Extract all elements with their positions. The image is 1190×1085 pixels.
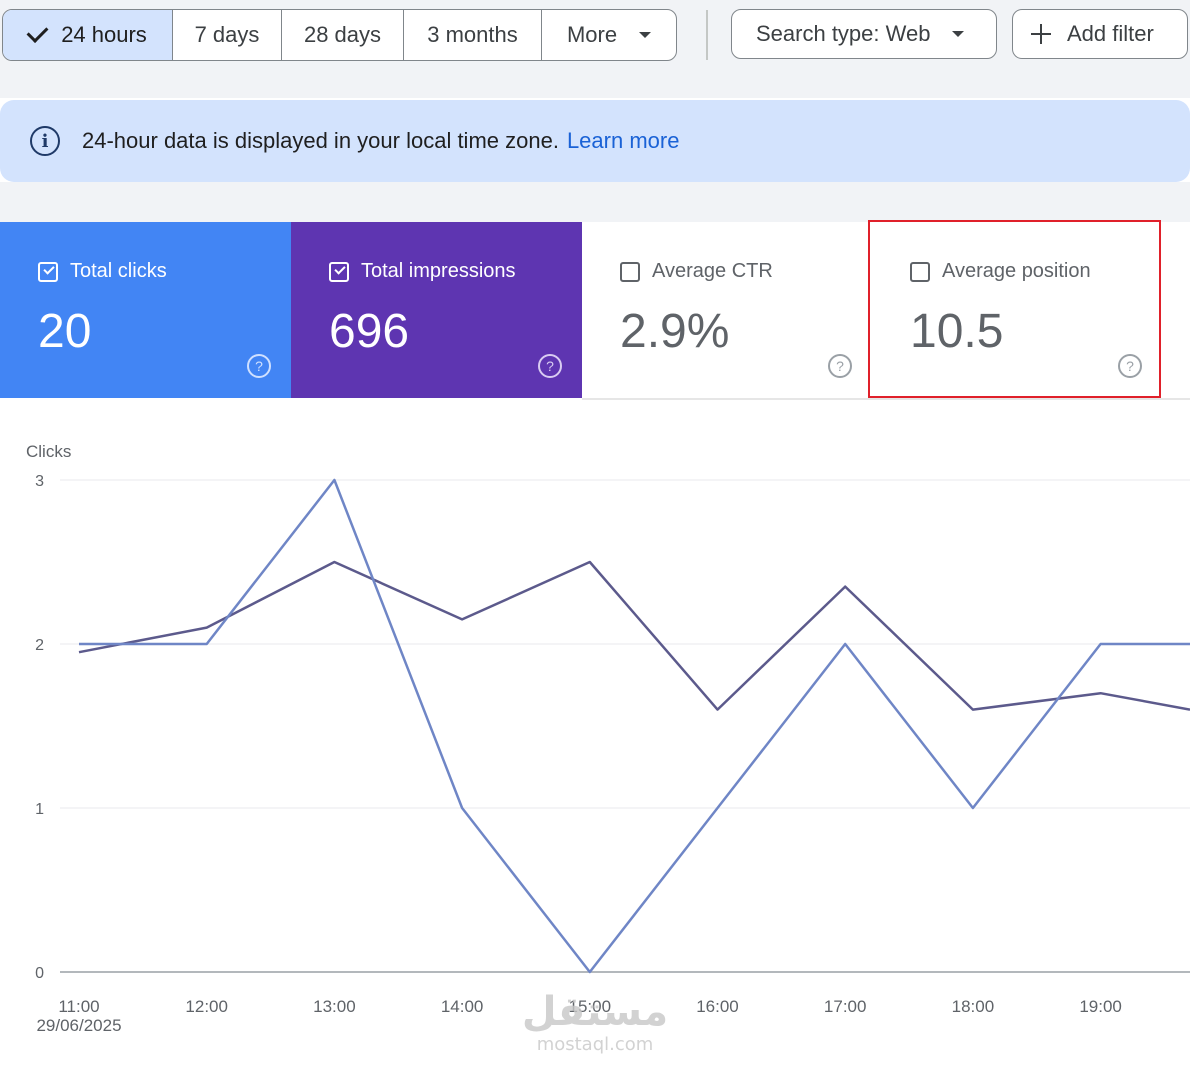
range-3-months[interactable]: 3 months bbox=[404, 10, 542, 60]
info-icon: i bbox=[30, 126, 60, 156]
banner-message: 24-hour data is displayed in your local … bbox=[82, 128, 559, 153]
search-type-label: Search type: Web bbox=[756, 21, 931, 46]
x-tick-label: 11:00 bbox=[58, 997, 99, 1016]
y-axis-label: Clicks bbox=[26, 442, 71, 461]
clicks-chart: Clicks 0 1 2 3 11:00 12:00 13:00 14:00 15:00 16:… bbox=[0, 400, 1190, 1080]
toolbar-divider bbox=[706, 10, 708, 60]
x-first-date-label: 29/06/2025 bbox=[36, 1016, 121, 1035]
timezone-info-banner: i 24-hour data is displayed in your loca… bbox=[0, 100, 1190, 182]
check-icon bbox=[26, 21, 49, 43]
add-filter-label: Add filter bbox=[1067, 21, 1154, 46]
watermark-latin: mostaql.com bbox=[536, 1034, 654, 1055]
metric-value: 696 bbox=[329, 305, 410, 358]
x-tick-label: 13:00 bbox=[313, 997, 356, 1016]
metric-label: Total impressions bbox=[361, 260, 516, 282]
range-label: 7 days bbox=[194, 22, 260, 47]
range-label: 28 days bbox=[303, 22, 382, 47]
checkbox-unchecked-icon[interactable] bbox=[620, 261, 640, 282]
learn-more-link[interactable]: Learn more bbox=[566, 128, 680, 153]
x-tick-label: 17:00 bbox=[824, 997, 867, 1016]
help-icon[interactable]: ? bbox=[828, 354, 852, 378]
metric-label-row: Total clicks bbox=[38, 260, 167, 283]
search-type-dropdown[interactable]: Search type: Web bbox=[731, 9, 997, 59]
range-7-days[interactable]: 7 days bbox=[173, 10, 282, 60]
x-tick-label: 15:00 bbox=[569, 997, 612, 1016]
more-dropdown[interactable]: More bbox=[542, 10, 676, 60]
metric-card-total-clicks[interactable]: Total clicks 20 ? bbox=[0, 222, 291, 398]
range-28-days[interactable]: 28 days bbox=[282, 10, 404, 60]
more-label: More bbox=[566, 22, 618, 47]
x-tick-label: 19:00 bbox=[1079, 997, 1122, 1016]
clicks-series-line bbox=[79, 478, 1190, 974]
help-icon[interactable]: ? bbox=[247, 354, 271, 378]
add-filter-button[interactable]: Add filter bbox=[1012, 9, 1188, 59]
metric-label: Average CTR bbox=[652, 260, 773, 282]
x-tick-label: 18:00 bbox=[952, 997, 995, 1016]
metric-label-row: Total impressions bbox=[329, 260, 516, 283]
impressions-series-line bbox=[78, 560, 1190, 711]
line-chart: Clicks 0 1 2 3 11:00 12:00 13:00 14:00 15:00 16:… bbox=[26, 442, 1190, 1035]
metric-card-average-ctr[interactable]: Average CTR 2.9% ? bbox=[582, 222, 872, 398]
checkbox-checked-icon[interactable] bbox=[329, 261, 349, 282]
range-label: 3 months bbox=[427, 22, 518, 47]
metric-card-average-position[interactable]: Average position 10.5 ? bbox=[872, 222, 1162, 398]
y-tick-label: 0 bbox=[35, 965, 44, 982]
metric-label: Total clicks bbox=[70, 260, 167, 282]
help-icon[interactable]: ? bbox=[1118, 354, 1142, 378]
watermark-arabic: مستقل bbox=[521, 989, 669, 1035]
date-range-selector: 24 hours 7 days 28 days 3 months More bbox=[2, 9, 677, 61]
cards-bottom-divider bbox=[582, 398, 1190, 400]
x-tick-label: 14:00 bbox=[441, 997, 484, 1016]
y-tick-label: 1 bbox=[35, 801, 44, 818]
checkbox-checked-icon[interactable] bbox=[38, 261, 58, 282]
banner-text: 24-hour data is displayed in your local … bbox=[82, 128, 679, 154]
banner-spacer bbox=[0, 182, 1190, 222]
x-tick-label: 16:00 bbox=[696, 997, 739, 1016]
y-tick-label: 2 bbox=[35, 637, 44, 654]
plus-icon bbox=[1031, 24, 1051, 44]
chevron-down-icon bbox=[639, 32, 652, 38]
x-tick-label: 12:00 bbox=[185, 997, 228, 1016]
metric-value: 20 bbox=[38, 305, 92, 358]
chevron-down-icon bbox=[952, 31, 965, 37]
range-label: 24 hours bbox=[61, 22, 147, 47]
metric-label-row: Average CTR bbox=[620, 260, 773, 283]
metric-card-total-impressions[interactable]: Total impressions 696 ? bbox=[291, 222, 582, 398]
checkbox-unchecked-icon[interactable] bbox=[910, 261, 930, 282]
y-tick-label: 3 bbox=[35, 473, 44, 490]
metric-value: 10.5 bbox=[910, 305, 1004, 358]
metric-label: Average position bbox=[942, 260, 1091, 282]
metric-value: 2.9% bbox=[620, 305, 730, 358]
metric-label-row: Average position bbox=[910, 260, 1091, 283]
watermark-logo: مستقل mostaql.com bbox=[520, 990, 670, 1060]
range-24-hours[interactable]: 24 hours bbox=[3, 10, 173, 60]
help-icon[interactable]: ? bbox=[538, 354, 562, 378]
